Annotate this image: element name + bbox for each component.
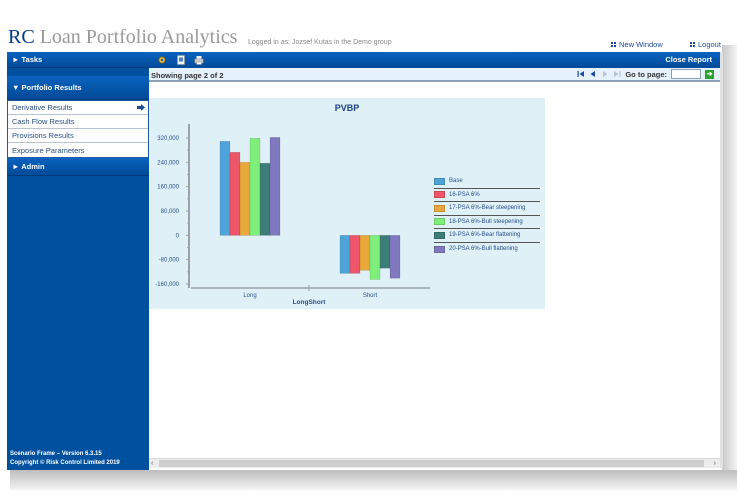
sidebar: ► Tasks ▼ Portfolio Results Derivative R… (7, 52, 149, 470)
main-toolbar: Close Report (149, 52, 720, 68)
x-tick-label: Long (243, 293, 256, 299)
last-page-icon[interactable] (613, 70, 621, 78)
logged-in-status: Logged in as: Jozsef Kutas in the Demo g… (248, 39, 392, 46)
brand-prefix: RC (8, 26, 35, 48)
bar[interactable] (379, 235, 391, 269)
bar[interactable] (259, 162, 271, 236)
legend-swatch (434, 245, 445, 253)
scroll-right-arrow[interactable]: › (713, 460, 716, 467)
y-tick-label: 80,000 (161, 209, 180, 215)
grid-icon (690, 42, 695, 47)
legend-label: 20-PSA 6%-Bull flattening (449, 246, 518, 253)
bar[interactable] (239, 162, 251, 236)
window-shadow (722, 45, 737, 485)
close-report-button[interactable]: Close Report (665, 55, 712, 64)
app-title: RC Loan Portfolio Analytics (8, 26, 237, 49)
report-icon[interactable] (176, 55, 186, 65)
pvbp-chart: PVBP 320,000 240,000 160,000 80,000 0 -80,000… (149, 98, 545, 309)
sidebar-item-label: Derivative Results (12, 103, 73, 112)
y-tick-label: 0 (176, 233, 180, 239)
grid-icon (611, 42, 616, 47)
legend-swatch (434, 191, 445, 199)
legend-item[interactable]: 20-PSA 6%-Bull flattening (434, 243, 540, 257)
legend-swatch (434, 231, 445, 239)
scrollbar-thumb[interactable] (159, 460, 704, 467)
pagination-bar: Showing page 2 of 2 Go to page: ➔ (149, 68, 720, 82)
x-tick-label: Short (363, 293, 378, 299)
window-shadow (10, 470, 737, 490)
bar[interactable] (389, 235, 401, 279)
arrow-right-icon (137, 104, 145, 111)
scroll-left-arrow[interactable]: ‹ (151, 460, 154, 467)
bar[interactable] (229, 151, 241, 236)
first-page-icon[interactable] (577, 70, 585, 78)
bar[interactable] (249, 138, 261, 236)
chart-plot: 320,000 240,000 160,000 80,000 0 -80,000 -160,… (155, 124, 430, 306)
print-icon[interactable] (194, 55, 204, 65)
chart-title: PVBP (334, 103, 360, 113)
bar[interactable] (339, 235, 351, 274)
legend-label: 17-PSA 6%-Bear steepening (449, 205, 526, 212)
bar[interactable] (369, 235, 381, 280)
sidebar-footer: Scenario Frame – Version 6.3.15 Copyrigh… (10, 450, 120, 468)
sidebar-item-provisions-results[interactable]: Provisions Results (8, 129, 148, 143)
legend-label: 18-PSA 6%-Bull steepening (449, 218, 523, 225)
bar[interactable] (219, 141, 231, 236)
x-axis-label: LongShort (293, 299, 327, 306)
bar[interactable] (349, 235, 361, 274)
sidebar-admin[interactable]: ► Admin (7, 158, 149, 176)
y-tick-label: 240,000 (157, 160, 179, 166)
sidebar-item-derivative-results[interactable]: Derivative Results (8, 101, 148, 115)
legend-item[interactable]: Base (434, 175, 540, 189)
chart-legend: Base 16-PSA 6% 17-PSA 6%-Bear steepening 18… (434, 175, 540, 256)
sidebar-item-cash-flow-results[interactable]: Cash Flow Results (8, 115, 148, 129)
go-to-page-label: Go to page: (625, 69, 667, 79)
y-tick-label: -160,000 (155, 282, 179, 288)
legend-swatch (434, 177, 445, 185)
legend-swatch (434, 218, 445, 226)
sidebar-portfolio-results[interactable]: ▼ Portfolio Results (7, 76, 149, 100)
bar[interactable] (269, 137, 281, 236)
y-tick-label: -80,000 (159, 258, 180, 264)
copyright-text: Copyright © Risk Control Limited 2019 (10, 460, 120, 466)
sidebar-item-label: Cash Flow Results (12, 117, 75, 126)
version-text: Scenario Frame – Version 6.3.15 (10, 451, 102, 457)
bar[interactable] (359, 235, 371, 271)
go-to-page-input[interactable] (671, 69, 701, 79)
sidebar-item-exposure-parameters[interactable]: Exposure Parameters (8, 143, 148, 157)
new-window-label: New Window (619, 40, 663, 49)
page-status: Showing page 2 of 2 (151, 71, 224, 80)
legend-label: 19-PSA 6%-Bear flattening (449, 232, 521, 239)
legend-swatch (434, 204, 445, 212)
portfolio-results-list: Derivative Results Cash Flow Results Pro… (7, 100, 149, 158)
legend-item[interactable]: 18-PSA 6%-Bull steepening (434, 216, 540, 229)
next-page-icon[interactable] (601, 70, 609, 78)
pager-controls: Go to page: ➔ (577, 69, 714, 79)
legend-label: 16-PSA 6% (449, 191, 480, 198)
sidebar-item-label: Exposure Parameters (12, 145, 85, 155)
sidebar-tasks[interactable]: ► Tasks (7, 52, 149, 68)
legend-item[interactable]: 19-PSA 6%-Bear flattening (434, 229, 540, 243)
settings-icon[interactable] (157, 55, 167, 65)
new-window-link[interactable]: New Window (611, 40, 663, 49)
legend-item[interactable]: 16-PSA 6% (434, 189, 540, 202)
sidebar-item-label: Provisions Results (12, 131, 74, 140)
report-content: PVBP 320,000 240,000 160,000 80,000 0 -80,000… (149, 82, 720, 458)
logout-label: Logout (698, 40, 721, 49)
legend-label: Base (449, 178, 463, 185)
brand-title: Loan Portfolio Analytics (34, 26, 238, 48)
y-tick-label: 160,000 (157, 185, 179, 191)
go-button[interactable]: ➔ (705, 69, 714, 79)
prev-page-icon[interactable] (589, 70, 597, 78)
legend-item[interactable]: 17-PSA 6%-Bear steepening (434, 202, 540, 216)
horizontal-scrollbar[interactable]: ‹ › (149, 458, 720, 468)
y-tick-label: 320,000 (157, 136, 179, 142)
vertical-scrollbar[interactable] (720, 52, 723, 468)
logout-link[interactable]: Logout (690, 40, 721, 49)
